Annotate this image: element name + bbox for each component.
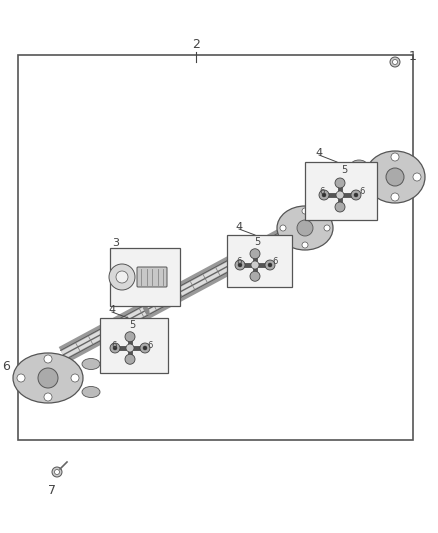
Circle shape	[17, 374, 25, 382]
Circle shape	[302, 242, 308, 248]
Bar	[305, 162, 377, 220]
Circle shape	[280, 225, 286, 231]
Circle shape	[140, 343, 150, 353]
Circle shape	[322, 193, 326, 197]
Circle shape	[250, 271, 260, 281]
Circle shape	[336, 191, 344, 199]
Circle shape	[335, 178, 345, 188]
Circle shape	[71, 374, 79, 382]
Ellipse shape	[82, 386, 100, 398]
Ellipse shape	[82, 359, 100, 369]
Circle shape	[143, 346, 147, 350]
Circle shape	[268, 263, 272, 267]
Circle shape	[265, 260, 275, 270]
Circle shape	[52, 467, 62, 477]
Bar	[110, 248, 180, 306]
Ellipse shape	[351, 184, 367, 194]
Text: 3: 3	[113, 238, 120, 248]
Circle shape	[250, 249, 260, 259]
Circle shape	[391, 153, 399, 161]
Circle shape	[116, 271, 128, 283]
Circle shape	[44, 393, 52, 401]
Text: 1: 1	[409, 51, 417, 63]
Circle shape	[392, 60, 398, 64]
Bar	[18, 55, 413, 440]
Circle shape	[54, 470, 60, 474]
Text: 6: 6	[237, 257, 242, 266]
Ellipse shape	[365, 151, 425, 203]
Text: 5: 5	[129, 320, 135, 330]
Circle shape	[391, 193, 399, 201]
Circle shape	[297, 220, 313, 236]
Circle shape	[324, 225, 330, 231]
Ellipse shape	[277, 206, 333, 250]
Bar	[100, 318, 168, 373]
Circle shape	[302, 208, 308, 214]
Text: 7: 7	[48, 483, 56, 497]
Circle shape	[113, 346, 117, 350]
Text: 6: 6	[359, 188, 365, 197]
Circle shape	[354, 193, 358, 197]
Circle shape	[110, 343, 120, 353]
Text: 6: 6	[2, 359, 10, 373]
Circle shape	[125, 332, 135, 342]
Circle shape	[126, 344, 134, 352]
Ellipse shape	[13, 353, 83, 403]
Text: 6: 6	[111, 341, 117, 350]
Text: 4: 4	[236, 222, 243, 232]
Text: 6: 6	[147, 341, 153, 350]
Circle shape	[251, 261, 259, 269]
Text: 5: 5	[254, 237, 260, 247]
Bar	[227, 235, 292, 287]
Circle shape	[125, 354, 135, 364]
Circle shape	[413, 173, 421, 181]
Circle shape	[351, 190, 361, 200]
Circle shape	[390, 57, 400, 67]
Circle shape	[386, 168, 404, 186]
Ellipse shape	[351, 160, 367, 170]
Circle shape	[369, 173, 377, 181]
Circle shape	[44, 355, 52, 363]
Circle shape	[235, 260, 245, 270]
FancyBboxPatch shape	[137, 267, 167, 287]
Text: 5: 5	[341, 165, 347, 175]
Circle shape	[38, 368, 58, 388]
Text: 2: 2	[192, 38, 200, 52]
Circle shape	[238, 263, 242, 267]
Circle shape	[335, 202, 345, 212]
Text: 4: 4	[315, 148, 322, 158]
Circle shape	[109, 264, 135, 290]
Circle shape	[319, 190, 329, 200]
Text: 4: 4	[109, 305, 116, 315]
Text: 6: 6	[319, 188, 325, 197]
Text: 6: 6	[272, 257, 278, 266]
